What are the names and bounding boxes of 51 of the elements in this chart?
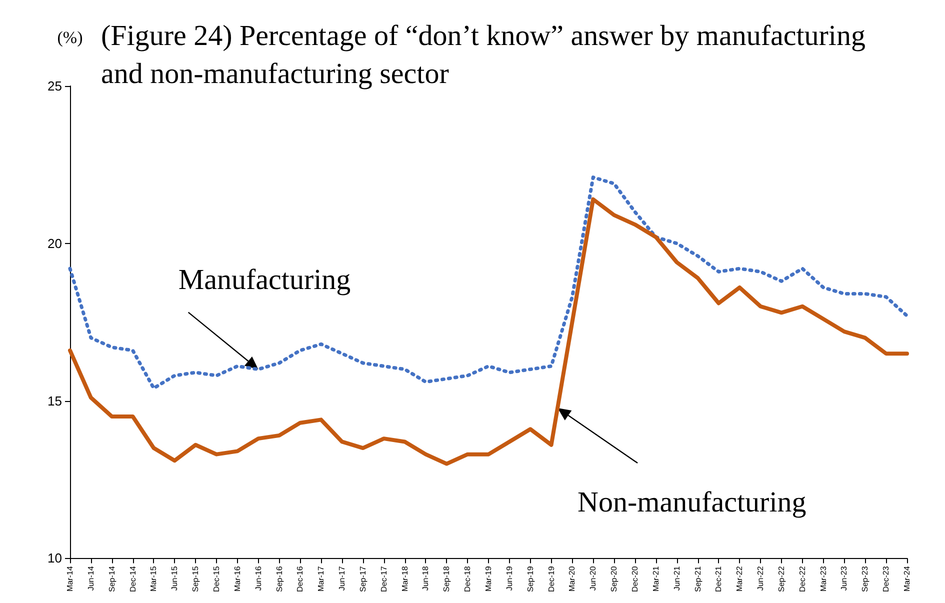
x-tick-label: Mar-19 <box>484 566 493 592</box>
x-tick-label: Dec-14 <box>128 566 138 592</box>
x-tick-label: Dec-23 <box>882 566 891 592</box>
y-tick-label: 15 <box>48 393 62 408</box>
x-tick-label: Jun-15 <box>170 566 180 591</box>
x-tick-label: Sep-16 <box>274 566 284 592</box>
x-tick-label: Jun-20 <box>588 566 598 591</box>
x-tick-label: Dec-20 <box>630 566 640 592</box>
x-tick-label: Mar-24 <box>902 566 912 592</box>
x-tick-label: Jun-22 <box>756 566 766 591</box>
x-tick-label: Sep-20 <box>610 566 619 592</box>
x-tick-label: Jun-16 <box>254 566 263 591</box>
x-tick-label: Mar-21 <box>651 566 660 592</box>
x-tick-label: Sep-17 <box>358 566 368 592</box>
x-tick-label: Jun-18 <box>421 566 430 591</box>
x-tick-label: Dec-21 <box>714 566 724 592</box>
x-tick-label: Dec-15 <box>212 566 221 592</box>
x-tick-label: Sep-15 <box>191 566 200 592</box>
y-tick-label: 25 <box>48 78 62 94</box>
line-series <box>68 197 909 466</box>
x-tick-label: Sep-18 <box>442 566 452 592</box>
x-tick-label: Sep-23 <box>860 566 870 592</box>
x-tick-label: Mar-18 <box>400 566 410 592</box>
x-tick-label: Mar-20 <box>568 566 577 592</box>
x-tick-label: Sep-14 <box>107 566 116 592</box>
x-tick-label: Jun-17 <box>338 566 347 591</box>
y-tick-label: 10 <box>48 550 62 566</box>
x-tick-label: Sep-21 <box>693 566 702 592</box>
x-tick-label: Jun-14 <box>86 566 96 591</box>
x-tick-label: Dec-22 <box>798 566 807 592</box>
x-tick-label: Mar-14 <box>66 566 74 592</box>
series-label: Non-manufacturing <box>578 486 806 519</box>
line-series <box>68 176 909 390</box>
x-tick-label: Sep-19 <box>526 566 535 592</box>
y-tick-label: 20 <box>48 236 62 251</box>
x-tick-label: Dec-19 <box>546 566 556 592</box>
x-tick-label: Mar-17 <box>316 566 326 592</box>
chart-title: (Figure 24) Percentage of “don’t know” answer by manufacturing and non-manufacturing sector <box>101 20 873 90</box>
x-tick-label: Mar-22 <box>735 566 744 592</box>
x-tick-label: Sep-22 <box>776 566 786 592</box>
x-tick-label: Dec-18 <box>463 566 472 592</box>
x-tick-label: Jun-21 <box>672 566 682 591</box>
x-tick-label: Dec-17 <box>379 566 388 592</box>
x-tick-label: Dec-16 <box>296 566 305 592</box>
x-tick-label: Mar-23 <box>818 566 828 592</box>
y-axis-title: (%) <box>57 28 83 47</box>
x-tick-label: Mar-16 <box>232 566 242 592</box>
x-tick-label: Jun-23 <box>840 566 849 591</box>
x-tick-label: Jun-19 <box>504 566 514 591</box>
x-tick-label: Mar-15 <box>149 566 158 592</box>
series-label: Manufacturing <box>178 264 351 296</box>
